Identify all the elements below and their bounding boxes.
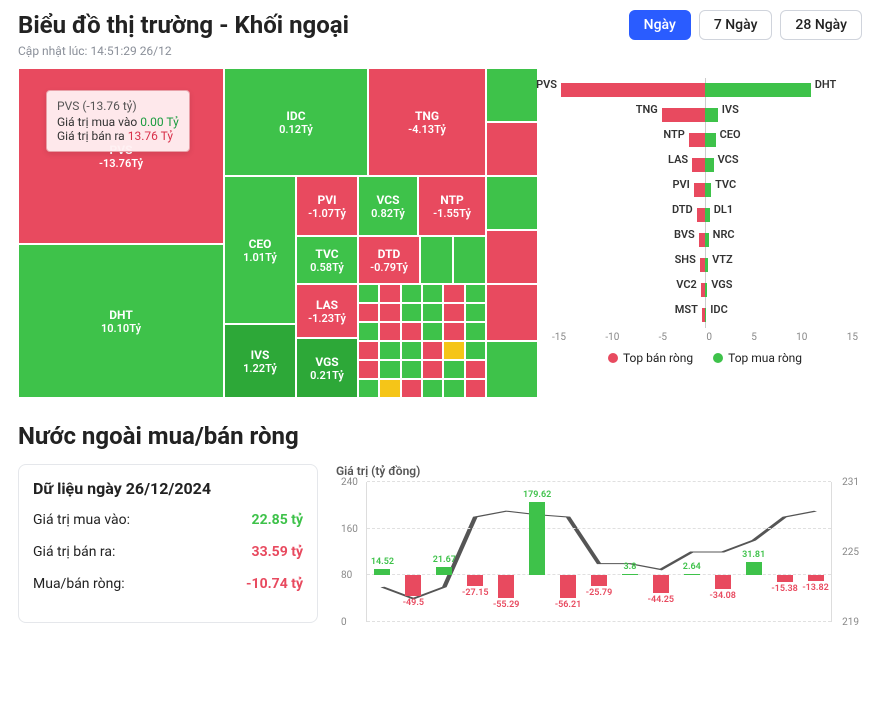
hbar-row: BVSNRC: [548, 228, 862, 253]
bar[interactable]: [374, 569, 390, 575]
hbar-row: LASVCS: [548, 153, 862, 178]
treemap-cell-NTP[interactable]: NTP-1.55Tỷ: [418, 176, 486, 236]
treemap-cell-small[interactable]: [453, 236, 486, 284]
treemap-cell-IVS[interactable]: IVS1.22Tỷ: [224, 324, 296, 398]
tab-7 Ngày[interactable]: 7 Ngày: [699, 10, 773, 40]
bar[interactable]: [529, 502, 545, 575]
bar[interactable]: [405, 575, 421, 595]
time-tabs: Ngày 7 Ngày28 Ngày: [629, 10, 862, 40]
treemap-cell-DHT[interactable]: DHT10.10Tỷ: [18, 244, 224, 398]
stats-title: Dữ liệu ngày 26/12/2024: [33, 479, 303, 498]
bar[interactable]: [560, 575, 576, 598]
bar[interactable]: [653, 575, 669, 593]
section-title: Nước ngoài mua/bán ròng: [18, 422, 862, 450]
treemap-cell-VGS[interactable]: VGS0.21Tỷ: [296, 338, 358, 398]
bar[interactable]: [467, 575, 483, 586]
treemap-cell-DTD[interactable]: DTD-0.79Tỷ: [358, 236, 420, 284]
treemap-cell-small[interactable]: [486, 122, 538, 176]
bar[interactable]: [777, 575, 793, 581]
stats-box: Dữ liệu ngày 26/12/2024 Giá trị mua vào:…: [18, 464, 318, 623]
stat-row: Mua/bán ròng:-10.74 tỷ: [33, 576, 303, 592]
page-title: Biểu đồ thị trường - Khối ngoại: [18, 11, 349, 39]
treemap-cell-LAS[interactable]: LAS-1.23Tỷ: [296, 284, 358, 338]
hbar-row: NTPCEO: [548, 128, 862, 153]
treemap-cell-small[interactable]: [420, 236, 453, 284]
treemap-cell-TVC[interactable]: TVC0.58Tỷ: [296, 236, 358, 284]
treemap-cell-VCS[interactable]: VCS0.82Tỷ: [358, 176, 418, 236]
treemap-cell-CEO[interactable]: CEO1.01Tỷ: [224, 176, 296, 324]
hbar-chart: PVSDHTTNGIVSNTPCEOLASVCSPVITVCDTDDL1BVSN…: [548, 68, 862, 398]
tab-28 Ngày[interactable]: 28 Ngày: [780, 10, 862, 40]
treemap-cell-small[interactable]: [486, 68, 538, 122]
treemap-cell-TNG[interactable]: TNG-4.13Tỷ: [368, 68, 486, 176]
hbar-row: DTDDL1: [548, 203, 862, 228]
hbar-row: MSTIDC: [548, 303, 862, 328]
hbar-row: PVITVC: [548, 178, 862, 203]
bar[interactable]: [715, 575, 731, 589]
treemap-cell-small[interactable]: [486, 284, 538, 341]
bar[interactable]: [746, 562, 762, 575]
bar[interactable]: [436, 567, 452, 576]
treemap-cell-PVI[interactable]: PVI-1.07Tỷ: [296, 176, 358, 236]
tab-Ngày[interactable]: Ngày: [629, 10, 691, 40]
bar[interactable]: [591, 575, 607, 586]
bar[interactable]: [622, 574, 638, 576]
bar[interactable]: [808, 575, 824, 581]
stat-row: Giá trị mua vào:22.85 tỷ: [33, 512, 303, 528]
treemap-cell-small[interactable]: [486, 341, 538, 398]
hbar-row: VC2VGS: [548, 278, 862, 303]
treemap-tooltip: PVS (-13.76 tỷ) Giá trị mua vào 0.00 Tỷ …: [46, 90, 190, 152]
hbar-row: TNGIVS: [548, 103, 862, 128]
hbar-legend: Top bán ròng Top mua ròng: [548, 351, 862, 365]
treemap-cell-small[interactable]: [486, 176, 538, 230]
stat-row: Giá trị bán ra:33.59 tỷ: [33, 544, 303, 560]
bar[interactable]: [684, 574, 700, 575]
treemap-chart: PVS-13.76TỷDHT10.10TỷIDC0.12TỷTNG-4.13Tỷ…: [18, 68, 538, 398]
hbar-row: PVSDHT: [548, 78, 862, 103]
hbar-row: SHSVTZ: [548, 253, 862, 278]
treemap-cell-IDC[interactable]: IDC0.12Tỷ: [224, 68, 368, 176]
bar[interactable]: [498, 575, 514, 598]
updated-time: Cập nhật lúc: 14:51:29 26/12: [18, 44, 862, 58]
value-bar-chart: Giá trị (tỷ đồng) 08016024021922523114.5…: [336, 464, 862, 623]
treemap-cell-small[interactable]: [486, 230, 538, 284]
